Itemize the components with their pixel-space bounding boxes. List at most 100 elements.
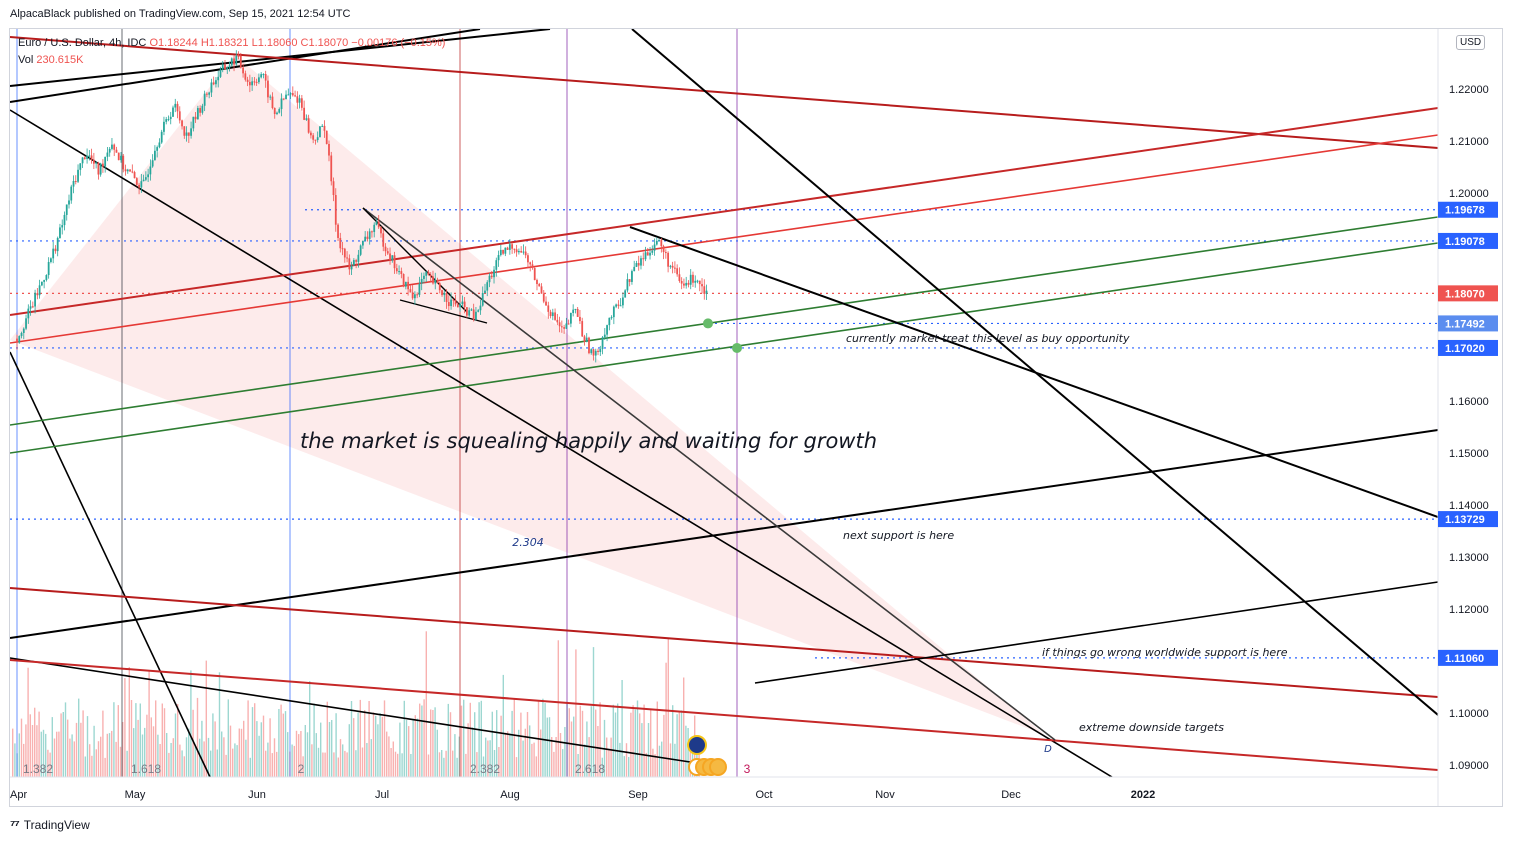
candle-body [92, 159, 95, 164]
candle-body [321, 125, 324, 127]
volume-bar [29, 714, 31, 777]
time-tick-label: Jul [375, 789, 389, 801]
volume-bar [623, 756, 625, 777]
candle-body [258, 77, 260, 83]
volume-bar [36, 725, 38, 777]
volume-bar [205, 660, 207, 777]
chart-frame[interactable] [9, 28, 1503, 807]
volume-bar [280, 704, 282, 777]
volume-bar [91, 755, 93, 777]
candle-body [499, 249, 502, 256]
price-tick-label: 1.14000 [1449, 500, 1489, 512]
time-axis[interactable]: Apr May Jun Jul Aug Sep Oct Nov Dec 2022 [10, 776, 1438, 801]
candle-body [208, 92, 211, 95]
volume-bar [137, 719, 139, 777]
volume-bar [333, 752, 335, 777]
candle-body [176, 103, 179, 112]
volume-bar [135, 703, 137, 777]
candle-body [104, 156, 107, 167]
volume-bar [62, 712, 64, 777]
candle-body [644, 252, 647, 260]
candle-body [294, 95, 296, 97]
volume-bar [498, 747, 500, 777]
volume-bar [430, 709, 432, 777]
us-flag-icon [709, 758, 727, 776]
volume-bar [438, 752, 441, 777]
candle-body [131, 171, 134, 173]
candle-body [99, 163, 102, 175]
candle-body [178, 111, 181, 121]
volume-bar [117, 705, 119, 777]
candle-body [547, 305, 550, 312]
candle-body [357, 254, 360, 262]
annotation-buy-opportunity: currently market treat this level as buy… [846, 332, 1130, 345]
volume-bar [212, 713, 214, 777]
volume-bar [254, 703, 256, 777]
volume-bar [214, 721, 216, 777]
candle-body [251, 81, 254, 86]
volume-bar [232, 748, 234, 777]
volume-bar [225, 754, 227, 777]
annotation-main-note: the market is squealing happily and wait… [300, 429, 877, 453]
candle-body [635, 263, 638, 267]
volume-bar [291, 744, 293, 777]
volume-bar [478, 702, 480, 777]
volume-bar [502, 674, 504, 777]
volume-bar [245, 739, 247, 777]
candle-body [563, 327, 566, 329]
volume-bar [236, 745, 238, 777]
candle-body [375, 221, 378, 225]
candle-body [174, 103, 177, 108]
volume-bar [185, 737, 188, 777]
volume-bar [458, 736, 460, 777]
volume-bars [12, 631, 700, 777]
candle-body [459, 304, 462, 308]
candle-body [481, 293, 484, 306]
candle-body [156, 147, 159, 151]
volume-bar [42, 729, 45, 777]
volume-bar [650, 710, 652, 777]
volume-bar [533, 742, 535, 777]
volume-bar [227, 699, 229, 777]
volume-bar [551, 737, 553, 777]
volume-bar [689, 743, 691, 777]
candle-body [615, 304, 618, 307]
candle-body [678, 274, 681, 281]
volume-bar [23, 743, 25, 777]
volume-bar [669, 743, 672, 777]
candle-body [25, 318, 27, 329]
price-axis[interactable]: 1.22000 1.21000 1.20000 1.16000 1.15000 1.140… [1437, 29, 1498, 806]
candle-body [411, 292, 414, 299]
candle-body [29, 306, 32, 309]
volume-bar [652, 748, 654, 777]
candle-body [20, 332, 23, 337]
candle-body [165, 119, 168, 122]
volume-bar [267, 742, 269, 777]
fib-marker-label: 2 [298, 762, 305, 776]
candle-body [199, 108, 202, 113]
candle-body [72, 181, 75, 187]
volume-bar [309, 681, 311, 777]
candle-body [490, 275, 493, 278]
volume-bar [60, 713, 62, 777]
volume-bar [174, 713, 177, 777]
candle-body [517, 251, 520, 253]
volume-bar [405, 720, 408, 777]
currency-button[interactable]: USD [1456, 35, 1486, 50]
eu-flag-icon [687, 735, 707, 755]
symbol-name[interactable]: Euro / U.S. Dollar, 4h, IDC [18, 37, 147, 49]
volume-bar [342, 744, 344, 777]
volume-bar [480, 700, 482, 777]
candle-body [603, 334, 606, 338]
volume-bar [606, 737, 608, 777]
volume-bar [247, 700, 249, 777]
volume-bar [562, 749, 564, 777]
candle-body [513, 248, 516, 250]
candle-body [52, 248, 55, 259]
candle-body [560, 326, 563, 328]
candle-body [325, 130, 328, 145]
price-badge-label: 1.17020 [1445, 343, 1485, 355]
volume-bar [687, 728, 689, 777]
candle-body [592, 349, 595, 356]
